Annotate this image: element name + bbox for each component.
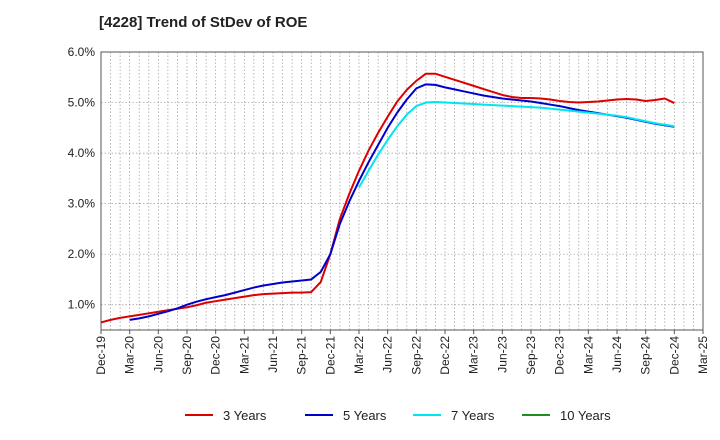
x-tick-label: Sep-21 <box>295 336 309 375</box>
y-axis: 1.0% 2.0% 3.0% 4.0% 5.0% 6.0% <box>68 45 96 312</box>
legend-label: 5 Years <box>343 408 387 423</box>
x-tick-label: Mar-20 <box>123 336 137 374</box>
plot-area <box>101 52 703 330</box>
plot-frame <box>100 51 704 331</box>
x-tick-label: Jun-24 <box>610 336 624 373</box>
x-tick-label: Dec-20 <box>209 336 223 375</box>
x-tick-label: Jun-21 <box>266 336 280 373</box>
x-tick-label: Sep-22 <box>409 336 423 375</box>
x-tick-label: Dec-22 <box>438 336 452 375</box>
x-tick-label: Mar-24 <box>581 336 595 374</box>
y-tick-label: 1.0% <box>68 298 96 312</box>
x-tick-label: Mar-25 <box>696 336 710 374</box>
legend-label: 7 Years <box>451 408 495 423</box>
x-tick-label: Dec-24 <box>667 336 681 375</box>
x-tick-label: Mar-22 <box>352 336 366 374</box>
y-tick-label: 3.0% <box>68 197 96 211</box>
y-tick-label: 6.0% <box>68 45 96 59</box>
x-tick-label: Dec-19 <box>94 336 108 375</box>
x-tick-label: Dec-23 <box>553 336 567 375</box>
series-line-7-years <box>358 101 675 188</box>
x-tick-label: Sep-24 <box>639 336 653 375</box>
x-tick-label: Jun-22 <box>381 336 395 373</box>
x-axis: Dec-19 Mar-20 Jun-20 Sep-20 Dec-20 Mar-21 Jun-… <box>94 330 710 375</box>
y-tick-label: 2.0% <box>68 247 96 261</box>
x-tick-label: Jun-23 <box>495 336 509 373</box>
series-line-5-years <box>129 83 675 321</box>
x-tick-label: Jun-20 <box>151 336 165 373</box>
legend: 3 Years 5 Years 7 Years 10 Years <box>185 408 611 423</box>
y-tick-label: 4.0% <box>68 146 96 160</box>
legend-label: 10 Years <box>560 408 611 423</box>
y-tick-label: 5.0% <box>68 96 96 110</box>
x-tick-label: Mar-23 <box>467 336 481 374</box>
series-lines <box>100 72 675 324</box>
x-tick-label: Mar-21 <box>237 336 251 374</box>
series-line-3-years <box>100 72 675 324</box>
chart-title: [4228] Trend of StDev of ROE <box>99 14 308 31</box>
x-tick-label: Sep-23 <box>524 336 538 375</box>
legend-label: 3 Years <box>223 408 267 423</box>
x-tick-label: Sep-20 <box>180 336 194 375</box>
x-tick-label: Dec-21 <box>323 336 337 375</box>
